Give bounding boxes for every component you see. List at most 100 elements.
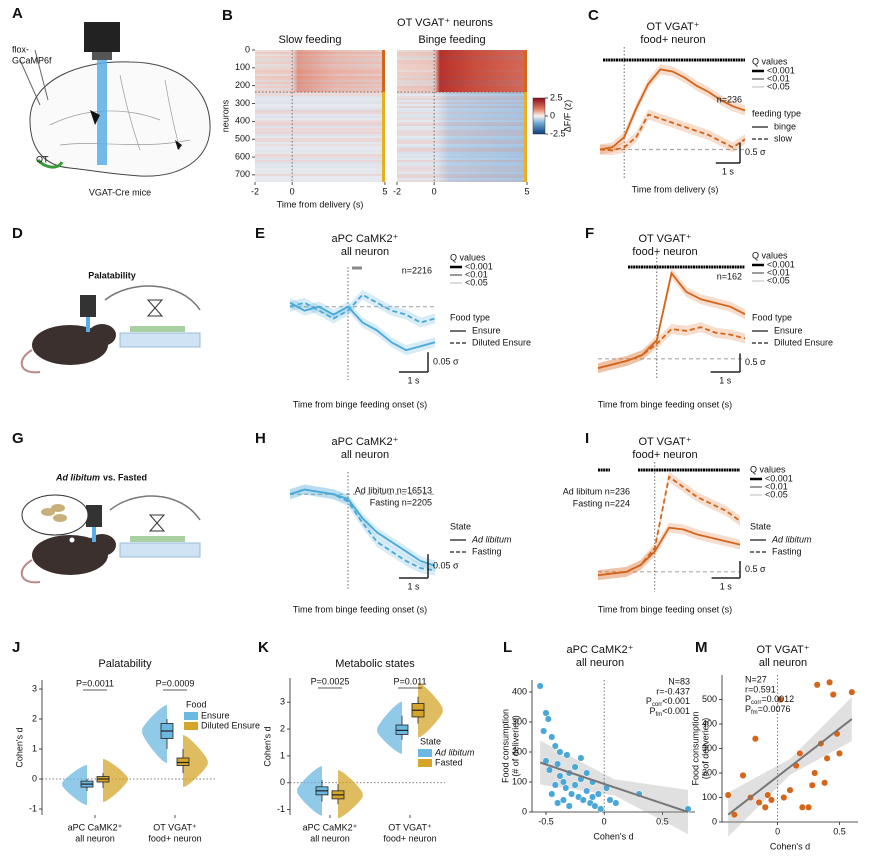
point [544, 715, 552, 723]
heatmap-row [397, 172, 527, 174]
y-tick-label: 200 [235, 80, 250, 90]
colorbar [532, 97, 546, 135]
point [536, 682, 544, 690]
heatmap-row [255, 148, 385, 150]
heatmap-row [397, 96, 527, 98]
legend-swatch [418, 749, 432, 757]
heatmap-row [397, 102, 527, 104]
point [597, 805, 605, 813]
heatmap-row [255, 144, 385, 146]
ci-band [290, 297, 435, 356]
heatmap-row [255, 74, 385, 76]
heatmap-row [255, 94, 385, 96]
legend-title: State [420, 736, 441, 746]
heatmap-row [255, 104, 385, 106]
stat-p: P [745, 694, 751, 704]
heatmap-row [397, 142, 527, 144]
heatmap-row [255, 52, 385, 54]
legend-label: <0.05 [767, 81, 790, 91]
point [730, 811, 738, 819]
chart-title: Palatability [98, 658, 152, 670]
point [764, 791, 772, 799]
heatmap-row [255, 142, 385, 144]
point [776, 695, 784, 704]
point [829, 691, 837, 699]
heatmap-row [397, 92, 527, 94]
violin [297, 766, 322, 816]
y-tick-label: 1 [32, 743, 37, 753]
y-tick-label: 0 [245, 44, 250, 54]
legend-title: State [750, 521, 771, 531]
p-label: P=0.0025 [311, 676, 350, 686]
category-label: OT VGAT⁺ [153, 822, 197, 832]
heatmap-row [397, 118, 527, 120]
heatmap-row [397, 112, 527, 114]
y-tick-label: 2 [280, 723, 285, 733]
y-tick-label: 600 [235, 151, 250, 161]
heatmap-row [397, 70, 527, 72]
legend-label: <0.001 [465, 261, 493, 271]
heatmap-hot [255, 50, 385, 93]
point [540, 727, 548, 735]
heatmap-row [255, 56, 385, 58]
point [823, 754, 831, 762]
legend-label: Ad libitum [471, 534, 512, 544]
point [571, 781, 579, 789]
scale-label: 0.5 σ [745, 147, 766, 157]
heatmap-row [255, 174, 385, 176]
label: Palatability [88, 270, 136, 280]
chart-title: Metabolic states [335, 658, 415, 670]
panel-label: J [12, 639, 20, 656]
box [176, 757, 190, 766]
n-label: Fasting n=224 [573, 498, 630, 508]
heatmap-row [397, 136, 527, 138]
x-axis-label: Time from delivery (s) [632, 184, 719, 194]
heatmap-row [255, 134, 385, 136]
legend-label: <0.01 [765, 481, 788, 491]
heatmap-row [255, 180, 385, 182]
series-line [289, 293, 436, 324]
legend-label: slow [774, 133, 793, 143]
stat-value: =0.0012 [761, 694, 794, 704]
heatmap-row [397, 50, 527, 52]
x-tick-label: -2 [251, 186, 259, 196]
x-axis-label: Cohen's d [593, 831, 633, 841]
chart-subtitle: food+ neuron [632, 246, 697, 258]
heatmap-row [255, 162, 385, 164]
y-axis-label: Cohen's d [14, 727, 24, 767]
heatmap-row [397, 122, 527, 124]
point [562, 784, 570, 792]
point [583, 787, 591, 795]
y-tick-label: 100 [235, 62, 250, 72]
heatmap-row [397, 66, 527, 68]
stat-p: P [646, 696, 652, 706]
legend-title: Q values [750, 464, 786, 474]
heatmap-row [397, 164, 527, 166]
ci-band [290, 484, 435, 576]
heatmap-row [255, 86, 385, 88]
heatmap-row [397, 126, 527, 128]
heatmap-row [397, 100, 527, 102]
point [739, 771, 747, 780]
panel-label: G [12, 430, 24, 447]
series-line [599, 113, 746, 152]
point [724, 791, 732, 799]
mouse-illustration [20, 494, 201, 584]
point [577, 754, 585, 762]
heatmap-row [255, 178, 385, 180]
n-label: Fasting n=2205 [370, 497, 432, 507]
panel-label: M [695, 639, 708, 656]
chart-subtitle: all neuron [341, 449, 389, 461]
x-axis-label: Time from binge feeding onset (s) [293, 604, 427, 614]
heatmap-row [255, 50, 385, 52]
heatmap-row [255, 122, 385, 124]
heatmap-row [255, 158, 385, 160]
heatmap-row [397, 106, 527, 108]
category-label: aPC CaMK2⁺ [68, 822, 123, 832]
y-axis-label: Cohen's d [262, 726, 272, 766]
legend-label: <0.05 [465, 277, 488, 287]
heatmap-row [397, 148, 527, 150]
heatmap-row [255, 118, 385, 120]
heatmap-row [397, 108, 527, 110]
